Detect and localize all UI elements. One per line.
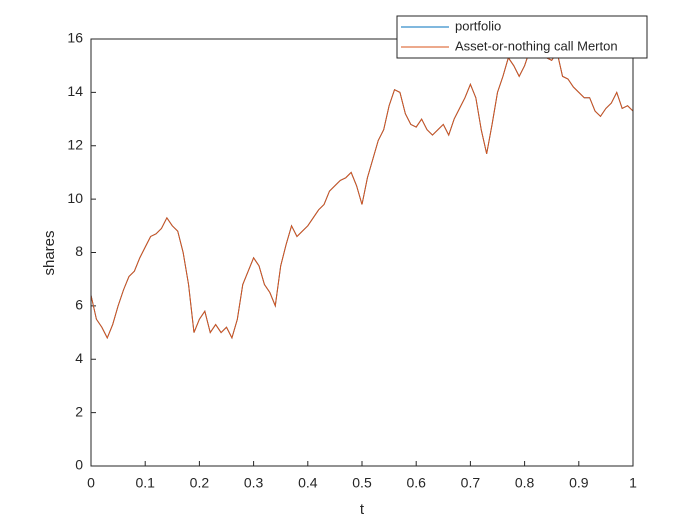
y-tick-label: 2 xyxy=(75,403,83,419)
y-tick-label: 8 xyxy=(75,243,83,259)
plot-area xyxy=(91,39,633,466)
legend-label: portfolio xyxy=(455,18,501,33)
y-tick-label: 0 xyxy=(75,457,83,473)
x-tick-label: 0.3 xyxy=(244,475,264,491)
y-tick-label: 4 xyxy=(75,350,83,366)
x-tick-label: 0.5 xyxy=(352,475,372,491)
x-tick-label: 0.8 xyxy=(515,475,535,491)
x-tick-label: 0.9 xyxy=(569,475,589,491)
x-tick-label: 1 xyxy=(629,475,637,491)
x-tick-label: 0.7 xyxy=(461,475,481,491)
y-tick-label: 16 xyxy=(67,30,83,46)
x-tick-label: 0.6 xyxy=(406,475,426,491)
legend-label: Asset-or-nothing call Merton xyxy=(455,38,618,53)
y-tick-label: 10 xyxy=(67,190,83,206)
x-axis-label: t xyxy=(360,501,365,518)
y-tick-label: 6 xyxy=(75,297,83,313)
y-axis-label: shares xyxy=(41,230,58,275)
x-tick-label: 0.4 xyxy=(298,475,318,491)
axes-box xyxy=(90,38,634,467)
x-tick-label: 0 xyxy=(87,475,95,491)
x-tick-label: 0.1 xyxy=(135,475,155,491)
y-tick-label: 12 xyxy=(67,136,83,152)
legend-box xyxy=(396,15,648,59)
y-tick-label: 14 xyxy=(67,83,83,99)
x-tick-label: 0.2 xyxy=(190,475,210,491)
